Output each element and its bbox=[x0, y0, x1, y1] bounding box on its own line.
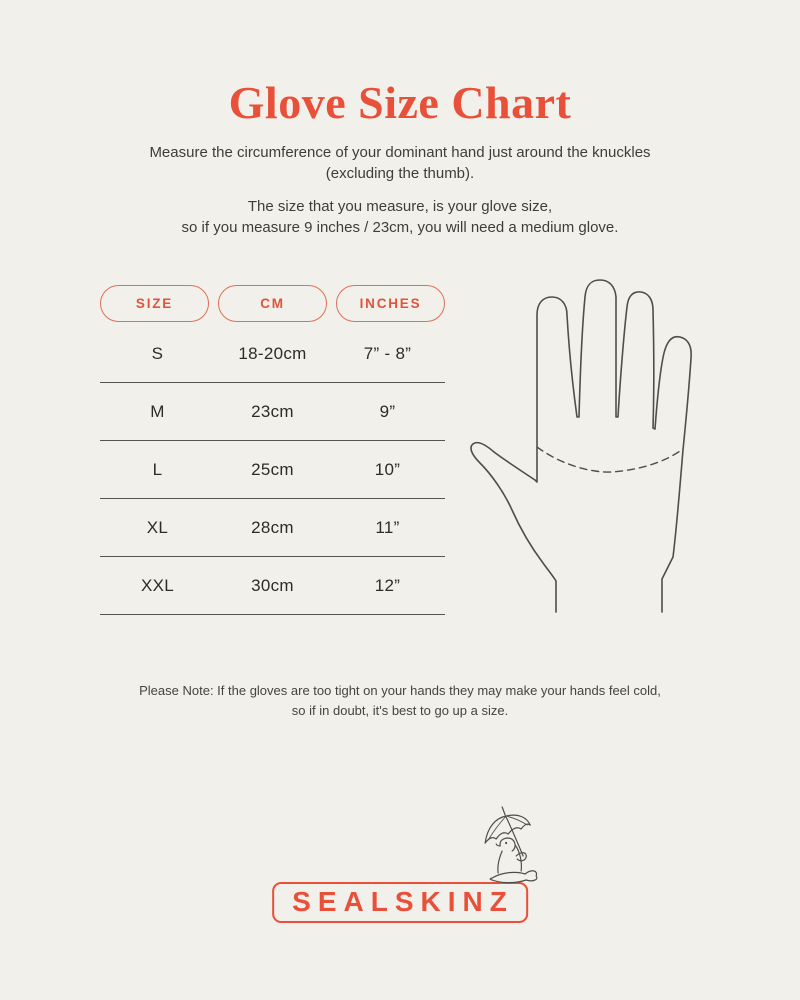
table-row-l: L 25cm 10” bbox=[100, 441, 445, 499]
note-text: Please Note: If the gloves are too tight… bbox=[0, 681, 800, 721]
inches-cell: 12” bbox=[374, 575, 401, 595]
inches-cell: 7” - 8” bbox=[363, 343, 412, 363]
table-row-s: S 18-20cm 7” - 8” bbox=[100, 325, 445, 383]
sealskinz-wordmark-box: SEALSKINZ bbox=[272, 882, 528, 923]
instruction-line-1: Measure the circumference of your domina… bbox=[149, 144, 651, 161]
sizing-explanation: The size that you measure, is your glove… bbox=[0, 196, 800, 238]
table-header-row: SIZE CM INCHES bbox=[100, 285, 445, 322]
cm-cell: 30cm bbox=[251, 575, 294, 595]
size-cell: M bbox=[150, 401, 165, 421]
column-header-cm: CM bbox=[218, 285, 327, 322]
table-row-m: M 23cm 9” bbox=[100, 383, 445, 441]
size-cell: XL bbox=[146, 517, 169, 537]
column-header-size: SIZE bbox=[100, 285, 209, 322]
table-row-xl: XL 28cm 11” bbox=[100, 499, 445, 557]
seal-umbrella-icon bbox=[470, 800, 554, 886]
size-cell: L bbox=[152, 459, 163, 479]
size-cell: XXL bbox=[140, 575, 175, 595]
size-table: SIZE CM INCHES S 18-20cm 7” - 8” M 23cm … bbox=[100, 285, 445, 615]
inches-cell: 10” bbox=[374, 459, 401, 479]
hand-outline bbox=[470, 279, 692, 613]
inches-cell: 11” bbox=[375, 517, 400, 537]
hand-illustration bbox=[460, 270, 720, 630]
hand-outline-svg bbox=[470, 279, 692, 613]
cm-cell: 28cm bbox=[251, 517, 294, 537]
size-cell: S bbox=[151, 343, 164, 363]
explanation-line-2: so if you measure 9 inches / 23cm, you w… bbox=[181, 219, 619, 236]
measurement-instructions: Measure the circumference of your domina… bbox=[0, 142, 800, 184]
brand-logo: SEALSKINZ bbox=[272, 806, 538, 923]
inches-cell: 9” bbox=[379, 401, 396, 421]
explanation-line-1: The size that you measure, is your glove… bbox=[247, 198, 553, 215]
knuckle-measure-dashed-line bbox=[536, 446, 684, 473]
note-line-2: so if in doubt, it's best to go up a siz… bbox=[291, 703, 509, 718]
note-line-1: Please Note: If the gloves are too tight… bbox=[139, 683, 661, 698]
cm-cell: 18-20cm bbox=[238, 343, 307, 363]
cm-cell: 25cm bbox=[251, 459, 294, 479]
instruction-line-2: (excluding the thumb). bbox=[325, 165, 475, 182]
cm-cell: 23cm bbox=[251, 401, 294, 421]
table-row-xxl: XXL 30cm 12” bbox=[100, 557, 445, 615]
column-header-inches: INCHES bbox=[336, 285, 445, 322]
page-title: Glove Size Chart bbox=[228, 77, 572, 128]
sealskinz-wordmark: SEALSKINZ bbox=[292, 886, 514, 917]
